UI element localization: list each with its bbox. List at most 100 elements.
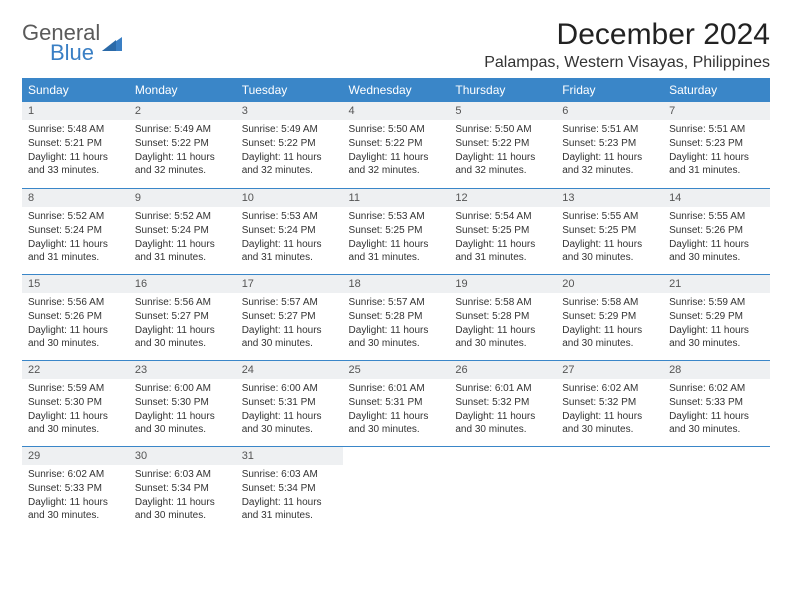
day-cell: 29Sunrise: 6:02 AMSunset: 5:33 PMDayligh… <box>22 446 129 532</box>
day-body: Sunrise: 5:59 AMSunset: 5:29 PMDaylight:… <box>663 293 770 357</box>
daylight-text: Daylight: 11 hours and 30 minutes. <box>669 324 764 350</box>
sunset-text: Sunset: 5:29 PM <box>669 310 764 323</box>
daylight-text: Daylight: 11 hours and 30 minutes. <box>349 324 444 350</box>
day-number: 28 <box>663 361 770 379</box>
month-title: December 2024 <box>484 18 770 52</box>
day-cell: 10 Sunrise: 5:53 AMSunset: 5:24 PMDayligh… <box>236 188 343 274</box>
day-body: Sunrise: 5:56 AMSunset: 5:26 PMDaylight:… <box>22 293 129 357</box>
day-cell: 6Sunrise: 5:51 AMSunset: 5:23 PMDaylight… <box>556 102 663 188</box>
sunset-text: Sunset: 5:31 PM <box>349 396 444 409</box>
sunset-text: Sunset: 5:31 PM <box>242 396 337 409</box>
sunset-text: Sunset: 5:33 PM <box>28 482 123 495</box>
daylight-text: Daylight: 11 hours and 31 minutes. <box>242 238 337 264</box>
sunrise-text: Sunrise: 5:50 AM <box>349 123 444 136</box>
sunrise-text: Sunrise: 5:49 AM <box>135 123 230 136</box>
sunrise-text: Sunrise: 5:59 AM <box>28 382 123 395</box>
sunrise-text: Sunrise: 5:53 AM <box>242 210 337 223</box>
day-body: Sunrise: 6:02 AMSunset: 5:32 PMDaylight:… <box>556 379 663 443</box>
sunrise-text: Sunrise: 6:01 AM <box>455 382 550 395</box>
sunrise-text: Sunrise: 6:02 AM <box>28 468 123 481</box>
sunrise-text: Sunrise: 5:57 AM <box>349 296 444 309</box>
day-number: 10 <box>236 189 343 207</box>
week-row: 15Sunrise: 5:56 AMSunset: 5:26 PMDayligh… <box>22 274 770 360</box>
day-cell: 7Sunrise: 5:51 AMSunset: 5:23 PMDaylight… <box>663 102 770 188</box>
day-cell: 25Sunrise: 6:01 AMSunset: 5:31 PMDayligh… <box>343 360 450 446</box>
sunset-text: Sunset: 5:21 PM <box>28 137 123 150</box>
day-number: 24 <box>236 361 343 379</box>
sunrise-text: Sunrise: 6:01 AM <box>349 382 444 395</box>
day-number: 8 <box>22 189 129 207</box>
day-cell: 14Sunrise: 5:55 AMSunset: 5:26 PMDayligh… <box>663 188 770 274</box>
day-cell: 31Sunrise: 6:03 AMSunset: 5:34 PMDayligh… <box>236 446 343 532</box>
sunset-text: Sunset: 5:27 PM <box>242 310 337 323</box>
day-body: Sunrise: 5:48 AMSunset: 5:21 PMDaylight:… <box>22 120 129 184</box>
daylight-text: Daylight: 11 hours and 30 minutes. <box>28 324 123 350</box>
day-body: Sunrise: 5:57 AMSunset: 5:28 PMDaylight:… <box>343 293 450 357</box>
day-cell <box>449 446 556 532</box>
day-number: 9 <box>129 189 236 207</box>
sunrise-text: Sunrise: 6:03 AM <box>242 468 337 481</box>
day-body: Sunrise: 5:54 AMSunset: 5:25 PMDaylight:… <box>449 207 556 271</box>
day-number: 15 <box>22 275 129 293</box>
sunrise-text: Sunrise: 5:50 AM <box>455 123 550 136</box>
day-body: Sunrise: 5:50 AMSunset: 5:22 PMDaylight:… <box>343 120 450 184</box>
day-number: 22 <box>22 361 129 379</box>
day-number: 31 <box>236 447 343 465</box>
day-body: Sunrise: 5:57 AMSunset: 5:27 PMDaylight:… <box>236 293 343 357</box>
sunset-text: Sunset: 5:30 PM <box>28 396 123 409</box>
day-body: Sunrise: 6:02 AMSunset: 5:33 PMDaylight:… <box>22 465 129 529</box>
sunset-text: Sunset: 5:22 PM <box>242 137 337 150</box>
day-cell: 19Sunrise: 5:58 AMSunset: 5:28 PMDayligh… <box>449 274 556 360</box>
day-cell: 4Sunrise: 5:50 AMSunset: 5:22 PMDaylight… <box>343 102 450 188</box>
sunset-text: Sunset: 5:30 PM <box>135 396 230 409</box>
day-body: Sunrise: 5:53 AMSunset: 5:25 PMDaylight:… <box>343 207 450 271</box>
daylight-text: Daylight: 11 hours and 30 minutes. <box>242 324 337 350</box>
sunset-text: Sunset: 5:28 PM <box>349 310 444 323</box>
dow-wednesday: Wednesday <box>343 78 450 102</box>
day-cell: 5Sunrise: 5:50 AMSunset: 5:22 PMDaylight… <box>449 102 556 188</box>
daylight-text: Daylight: 11 hours and 30 minutes. <box>242 410 337 436</box>
sunrise-text: Sunrise: 5:51 AM <box>669 123 764 136</box>
daylight-text: Daylight: 11 hours and 30 minutes. <box>349 410 444 436</box>
day-body: Sunrise: 6:03 AMSunset: 5:34 PMDaylight:… <box>236 465 343 529</box>
sunset-text: Sunset: 5:32 PM <box>562 396 657 409</box>
sunset-text: Sunset: 5:24 PM <box>242 224 337 237</box>
sunset-text: Sunset: 5:34 PM <box>242 482 337 495</box>
sunrise-text: Sunrise: 5:52 AM <box>28 210 123 223</box>
calendar-body: 1Sunrise: 5:48 AMSunset: 5:21 PMDaylight… <box>22 102 770 532</box>
sunrise-text: Sunrise: 6:00 AM <box>135 382 230 395</box>
day-cell: 8Sunrise: 5:52 AMSunset: 5:24 PMDaylight… <box>22 188 129 274</box>
day-number: 27 <box>556 361 663 379</box>
sunset-text: Sunset: 5:24 PM <box>135 224 230 237</box>
sunset-text: Sunset: 5:25 PM <box>562 224 657 237</box>
day-cell: 11Sunrise: 5:53 AMSunset: 5:25 PMDayligh… <box>343 188 450 274</box>
daylight-text: Daylight: 11 hours and 32 minutes. <box>562 151 657 177</box>
sunrise-text: Sunrise: 5:56 AM <box>28 296 123 309</box>
day-body: Sunrise: 6:00 AMSunset: 5:30 PMDaylight:… <box>129 379 236 443</box>
day-cell: 15Sunrise: 5:56 AMSunset: 5:26 PMDayligh… <box>22 274 129 360</box>
sunset-text: Sunset: 5:32 PM <box>455 396 550 409</box>
day-of-week-row: Sunday Monday Tuesday Wednesday Thursday… <box>22 78 770 102</box>
day-cell: 21Sunrise: 5:59 AMSunset: 5:29 PMDayligh… <box>663 274 770 360</box>
daylight-text: Daylight: 11 hours and 32 minutes. <box>242 151 337 177</box>
daylight-text: Daylight: 11 hours and 30 minutes. <box>135 496 230 522</box>
sunrise-text: Sunrise: 6:02 AM <box>562 382 657 395</box>
logo: General Blue <box>22 18 122 64</box>
daylight-text: Daylight: 11 hours and 30 minutes. <box>135 324 230 350</box>
daylight-text: Daylight: 11 hours and 30 minutes. <box>669 238 764 264</box>
day-body: Sunrise: 5:49 AMSunset: 5:22 PMDaylight:… <box>129 120 236 184</box>
day-cell: 1Sunrise: 5:48 AMSunset: 5:21 PMDaylight… <box>22 102 129 188</box>
dow-sunday: Sunday <box>22 78 129 102</box>
daylight-text: Daylight: 11 hours and 30 minutes. <box>28 410 123 436</box>
day-number: 30 <box>129 447 236 465</box>
day-number: 2 <box>129 102 236 120</box>
day-number: 16 <box>129 275 236 293</box>
day-cell: 30Sunrise: 6:03 AMSunset: 5:34 PMDayligh… <box>129 446 236 532</box>
week-row: 8Sunrise: 5:52 AMSunset: 5:24 PMDaylight… <box>22 188 770 274</box>
week-row: 22Sunrise: 5:59 AMSunset: 5:30 PMDayligh… <box>22 360 770 446</box>
sunset-text: Sunset: 5:26 PM <box>669 224 764 237</box>
sunset-text: Sunset: 5:24 PM <box>28 224 123 237</box>
day-body: Sunrise: 5:58 AMSunset: 5:29 PMDaylight:… <box>556 293 663 357</box>
day-number: 1 <box>22 102 129 120</box>
sunset-text: Sunset: 5:25 PM <box>349 224 444 237</box>
